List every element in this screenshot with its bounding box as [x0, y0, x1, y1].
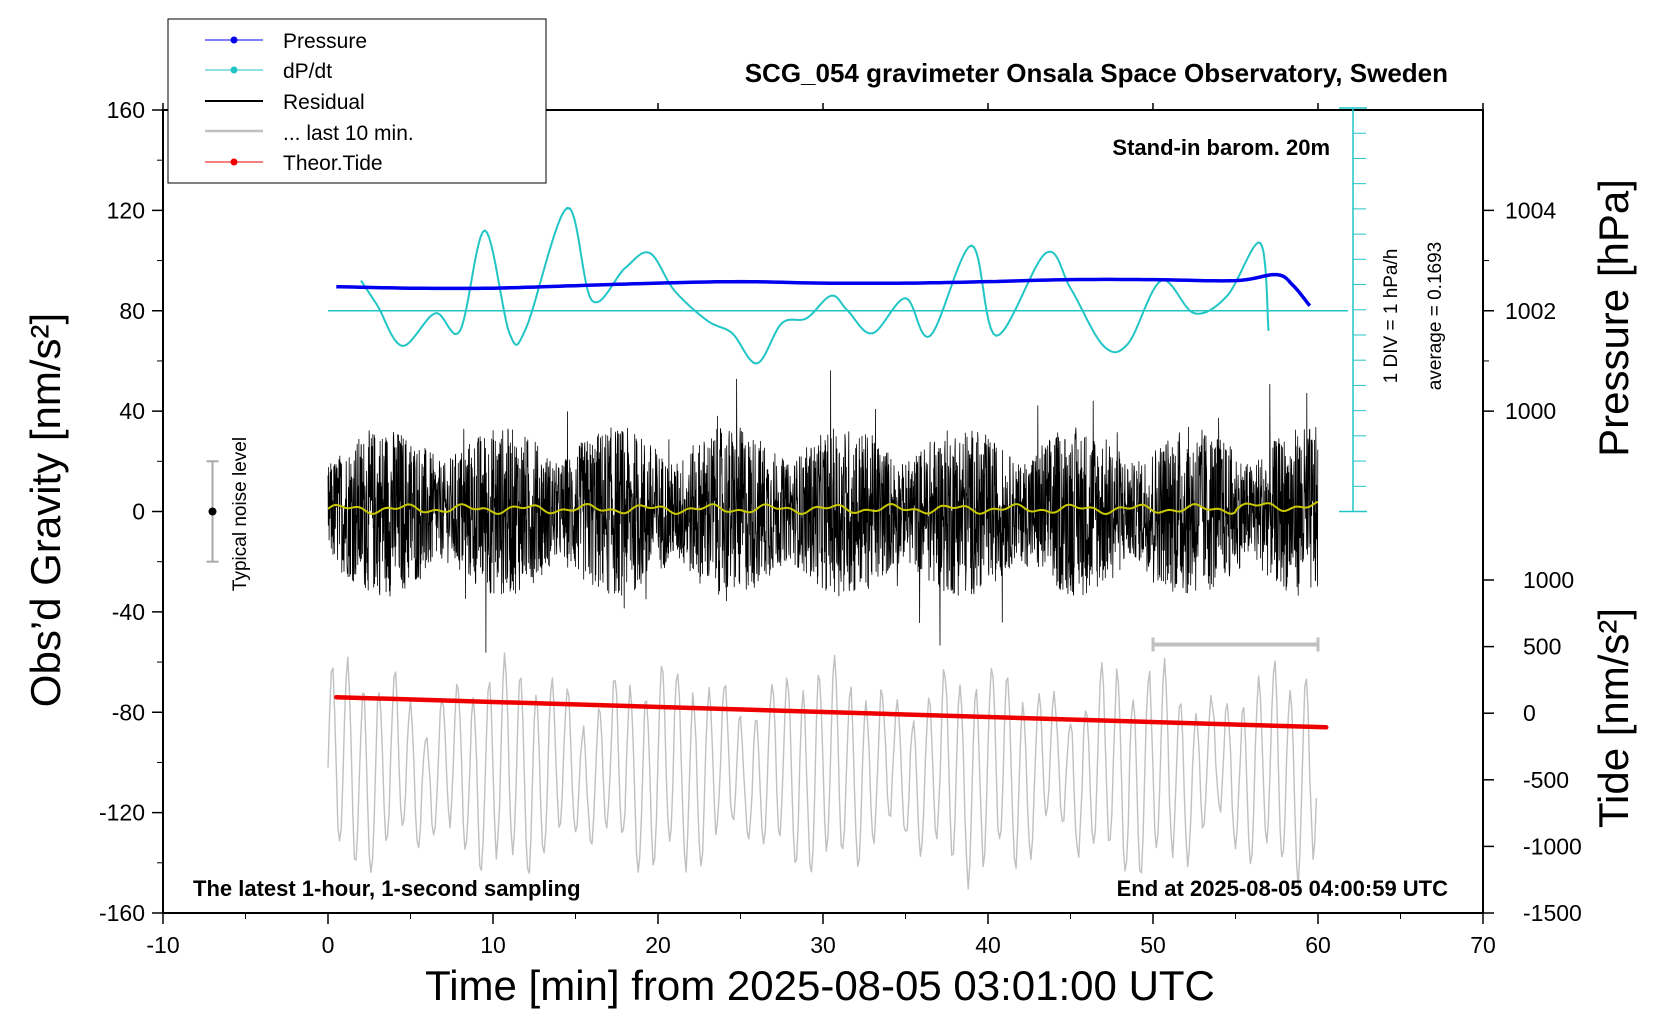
y-tick-label: 0	[132, 499, 145, 525]
tide-tick-label: -500	[1523, 767, 1569, 793]
x-tick-label: -10	[146, 932, 179, 958]
y-axis-title-tide: Tide [nm/s²]	[1590, 608, 1637, 828]
tide-tick-label: 500	[1523, 634, 1561, 660]
pressure-tick-label: 1002	[1505, 298, 1556, 324]
tide-tick-label: 1000	[1523, 567, 1574, 593]
y-tick-label: -160	[99, 900, 145, 926]
dpdt-scale-bar	[1339, 107, 1367, 513]
legend-label-tide: Theor.Tide	[283, 152, 383, 175]
legend-marker-tide	[230, 158, 238, 166]
end-note: End at 2025-08-05 04:00:59 UTC	[1117, 876, 1448, 901]
pressure-tick-label: 1004	[1505, 197, 1556, 223]
x-tick-label: 20	[645, 932, 671, 958]
average-label: average = 0.1693	[1425, 242, 1446, 390]
noise-label: Typical noise level	[230, 437, 251, 591]
legend: Pressure dP/dt Residual ... last 10 min.…	[167, 18, 547, 184]
y-tick-label: -80	[112, 699, 145, 725]
y-axis-title-pressure: Pressure [hPa]	[1590, 179, 1637, 457]
tide-series	[334, 694, 1329, 730]
noise-level-bar	[206, 460, 219, 563]
pressure-series	[336, 272, 1312, 307]
legend-label-residual: Residual	[283, 91, 365, 114]
legend-label-last10: ... last 10 min.	[283, 122, 414, 145]
legend-label-pressure: Pressure	[283, 30, 367, 53]
last-10-min-line	[327, 652, 1318, 890]
y-tick-label: 40	[119, 398, 145, 424]
x-tick-label: 40	[975, 932, 1001, 958]
ten-minute-bracket	[1151, 637, 1320, 652]
x-tick-label: 30	[810, 932, 836, 958]
tide-tick-label: -1500	[1523, 900, 1582, 926]
residual-smoothed-series	[327, 500, 1319, 515]
legend-marker-dpdt	[230, 66, 238, 74]
noise-bar-dot	[208, 507, 217, 516]
y-tick-label: 80	[119, 298, 145, 324]
x-tick-label: 10	[480, 932, 506, 958]
y-tick-label: 120	[107, 197, 145, 223]
dpdt-series	[328, 206, 1348, 365]
tide-tick-label: -1000	[1523, 833, 1582, 859]
axis-ticks: -10 0 10 20 30 40 50 60 70 160 120 80 40 0 -40 -80 -120 -…	[99, 97, 1582, 958]
dpdt-line	[360, 206, 1270, 365]
y-tick-label: -120	[99, 800, 145, 826]
y-axis-title-gravity: Obs’d Gravity [nm/s²]	[22, 313, 69, 707]
tide-tick-label: 0	[1523, 700, 1536, 726]
latest-note: The latest 1-hour, 1-second sampling	[193, 876, 581, 901]
legend-marker-pressure	[230, 36, 238, 44]
pressure-tick-label: 1000	[1505, 398, 1556, 424]
x-axis-title: Time [min] from 2025-08-05 03:01:00 UTC	[425, 962, 1215, 1009]
x-tick-label: 50	[1140, 932, 1166, 958]
pressure-line	[336, 272, 1312, 307]
residual-line	[327, 370, 1319, 653]
x-tick-label: 0	[322, 932, 335, 958]
y-tick-label: 160	[107, 97, 145, 123]
last-10-min-series	[327, 652, 1318, 890]
x-tick-label: 60	[1305, 932, 1331, 958]
residual-smoothed-line	[327, 500, 1319, 515]
plot-title: SCG_054 gravimeter Onsala Space Observat…	[745, 58, 1448, 88]
tide-line	[334, 694, 1329, 730]
legend-label-dpdt: dP/dt	[283, 60, 332, 83]
residual-series	[327, 370, 1319, 653]
div-label: 1 DIV = 1 hPa/h	[1381, 249, 1402, 384]
y-tick-label: -40	[112, 599, 145, 625]
x-tick-label: 70	[1470, 932, 1496, 958]
barometer-note: Stand-in barom. 20m	[1112, 135, 1330, 160]
